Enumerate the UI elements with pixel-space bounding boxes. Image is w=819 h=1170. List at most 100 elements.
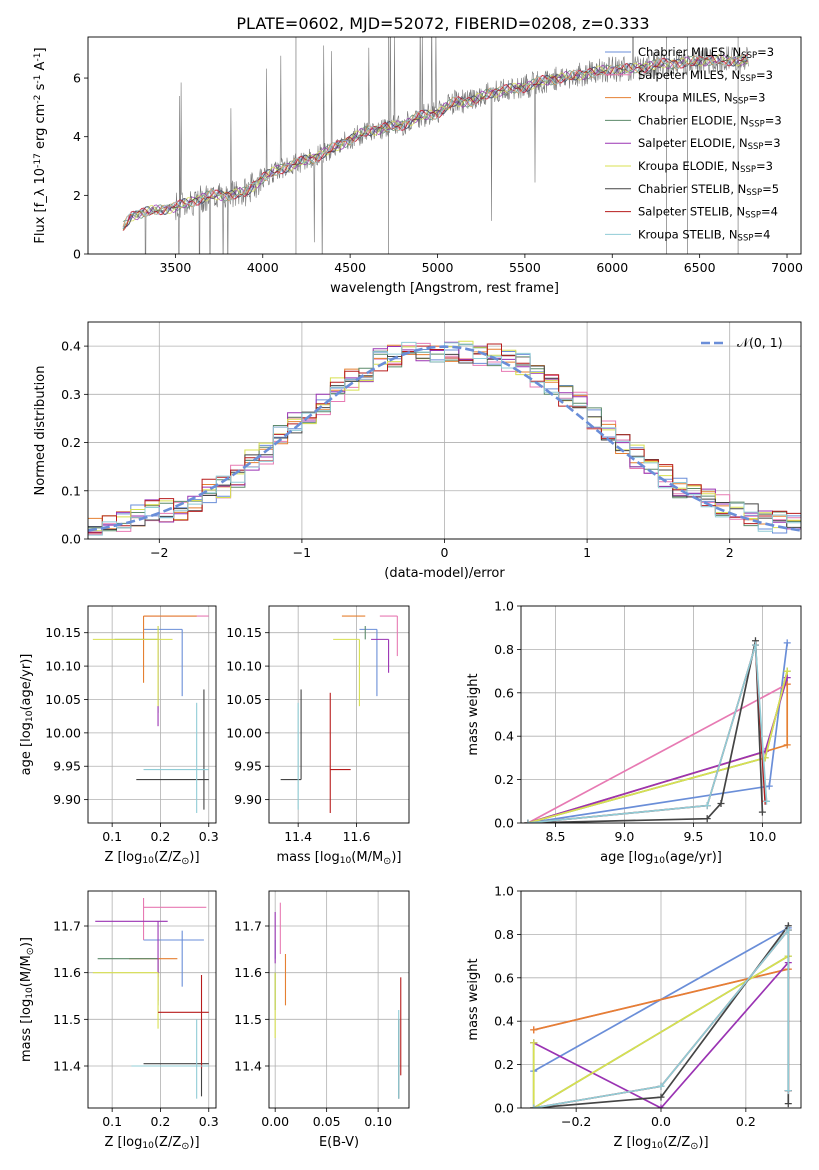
y-tick-label: 10.15 (226, 625, 262, 640)
series-marker (763, 797, 771, 805)
mass-weight-vs-age-plot-area (524, 637, 791, 823)
series-marker (530, 1039, 538, 1047)
y-tick-label: 1.0 (494, 599, 514, 614)
mass-vs-ebv-panel: 0.00 0.05 0.10 11.4 11.5 11.6 11.7 E(B-V) (234, 890, 410, 1150)
x-tick-label: −2 (150, 545, 168, 560)
y-tick-label: 0.0 (494, 1101, 514, 1116)
mass-weight-vs-age-panel: 8.5 9.0 9.5 10.0 0.0 0.2 0.4 0.6 0.8 1.0 age [log1… (466, 599, 802, 866)
y-tick-label: 0.4 (61, 339, 81, 354)
x-tick-label: 0.2 (736, 1114, 756, 1129)
y-tick-label: 10.10 (226, 659, 262, 674)
axes-frame (87, 321, 802, 540)
legend-label-chabrier-miles: Chabrier MILES, NSSP=3 (638, 45, 774, 61)
x-tick-label: 0.1 (102, 1114, 122, 1129)
y-tick-label: 0.2 (494, 772, 514, 787)
axes-frame (268, 605, 410, 824)
residual-histogram-x-axis-label: (data-model)/error (384, 566, 505, 581)
y-tick-label: 0.8 (494, 927, 514, 942)
errorbar-salpeter-stelib (158, 975, 209, 1069)
y-tick-label: 10.00 (226, 725, 262, 740)
x-tick-label: 0.2 (151, 1114, 171, 1129)
legend-label-salpeter-stelib: Salpeter STELIB, NSSP=4 (638, 205, 778, 221)
y-tick-label: 11.6 (53, 965, 81, 980)
mass-vs-z-plot-area (92, 898, 209, 1099)
age-vs-z-panel: 0.1 0.2 0.3 9.90 9.95 10.00 10.05 10.10 10.15 Z [… (19, 605, 219, 867)
errorbar-salpeter-miles (142, 898, 207, 940)
y-tick-label: 1.0 (494, 884, 514, 899)
series-marker (784, 1100, 792, 1108)
mass-weight-vs-z-ticks: −0.2 0.0 0.2 0.0 0.2 0.4 0.6 0.8 1.0 (494, 884, 756, 1130)
y-tick-label: 0.4 (494, 729, 514, 744)
series-kroupa-stelib (530, 926, 792, 1108)
y-tick-label: 0.6 (494, 685, 514, 700)
y-tick-label: 11.4 (234, 1059, 262, 1074)
series-marker (783, 639, 791, 647)
y-tick-label: 0.3 (61, 387, 81, 402)
y-tick-label: 0.0 (61, 532, 81, 547)
y-tick-label: 10.05 (45, 692, 81, 707)
legend-label-normal: 𝒩(0, 1) (737, 335, 783, 350)
series-marker (530, 1104, 538, 1108)
x-tick-label: 0.05 (313, 1114, 341, 1129)
x-tick-label: 0 (441, 545, 449, 560)
x-tick-label: 0.0 (651, 1114, 671, 1129)
mass-vs-z-ticks: 0.1 0.2 0.3 11.4 11.5 11.6 11.7 (53, 919, 219, 1130)
y-tick-label: 0.4 (494, 1014, 514, 1029)
x-tick-label: 0.10 (364, 1114, 392, 1129)
axes-frame (87, 36, 802, 255)
x-tick-label: −0.2 (561, 1114, 591, 1129)
series-marker (657, 1093, 665, 1101)
errorbar-chabrier-stelib (143, 1063, 209, 1097)
errorbar-kroupa-stelib (131, 1019, 209, 1099)
model-fit-kroupa-stelib (122, 54, 749, 229)
figure-title: PLATE=0602, MJD=52072, FIBERID=0208, z=0… (236, 14, 649, 33)
series-marker (765, 782, 773, 790)
x-tick-label: 4500 (334, 260, 366, 275)
series-marker (703, 802, 711, 810)
errorbar-salpeter-stelib (329, 692, 351, 813)
x-tick-label: 2 (726, 545, 734, 560)
axes-frame (520, 605, 802, 824)
mass-vs-z-panel: 0.1 0.2 0.3 11.4 11.5 11.6 11.7 Z [log10(Z/Z⊙)]… (19, 890, 219, 1152)
x-tick-label: 3500 (159, 260, 191, 275)
y-tick-label: 10.05 (226, 692, 262, 707)
spectrum-y-axis-label: Flux [f_λ 10-17 erg cm-2 s-1 A-1] (33, 47, 48, 243)
mass-weight-vs-age-ticks: 8.5 9.0 9.5 10.0 0.0 0.2 0.4 0.6 0.8 1.0 (494, 599, 776, 845)
mass-vs-z-x-axis-label: Z [log10(Z/Z⊙)] (104, 1135, 199, 1152)
spectrum-panel: 3500 4000 4500 5000 5500 6000 6500 7000 0 2 4 6 wave… (33, 36, 803, 296)
y-tick-label: 11.5 (53, 1012, 81, 1027)
legend-label-kroupa-elodie: Kroupa ELODIE, NSSP=3 (638, 159, 773, 175)
axes-frame (268, 890, 410, 1109)
y-tick-label: 6 (73, 71, 81, 86)
series-marker (784, 1087, 792, 1095)
series-marker (784, 926, 792, 934)
y-tick-label: 0.0 (494, 816, 514, 831)
x-tick-label: 1 (583, 545, 591, 560)
series-marker (751, 641, 759, 649)
y-tick-label: 10.00 (45, 725, 81, 740)
series-marker (717, 799, 725, 807)
y-tick-label: 4 (73, 129, 81, 144)
x-tick-label: −1 (293, 545, 311, 560)
series-marker (703, 815, 711, 823)
legend-label-kroupa-stelib: Kroupa STELIB, NSSP=4 (638, 227, 770, 243)
age-vs-mass-plot-area (280, 615, 398, 813)
y-tick-label: 0.1 (61, 483, 81, 498)
series-marker (530, 1026, 538, 1034)
y-tick-label: 0.2 (61, 435, 81, 450)
mass-weight-vs-z-panel: −0.2 0.0 0.2 0.0 0.2 0.4 0.6 0.8 1.0 Z [log10(Z/Z… (466, 884, 802, 1152)
x-tick-label: 5000 (422, 260, 454, 275)
spectrum-legend: Chabrier MILES, NSSP=3 Salpeter MILES, NS… (605, 45, 782, 244)
mass-vs-z-y-axis-label: mass [log10(M/M⊙)] (19, 937, 36, 1062)
x-tick-label: 9.5 (683, 829, 703, 844)
panels: 3500 4000 4500 5000 5500 6000 6500 7000 0 2 4 6 wave… (19, 36, 803, 1152)
x-tick-label: 11.6 (343, 829, 371, 844)
residual-histogram-plot-area (88, 340, 801, 536)
series-kroupa-stelib (524, 641, 771, 823)
age-vs-mass-grid (269, 606, 409, 823)
y-tick-label: 10.15 (45, 625, 81, 640)
age-vs-z-plot-area (92, 615, 209, 813)
spectrum-ticks: 3500 4000 4500 5000 5500 6000 6500 7000 0 2 4 6 (73, 71, 803, 275)
